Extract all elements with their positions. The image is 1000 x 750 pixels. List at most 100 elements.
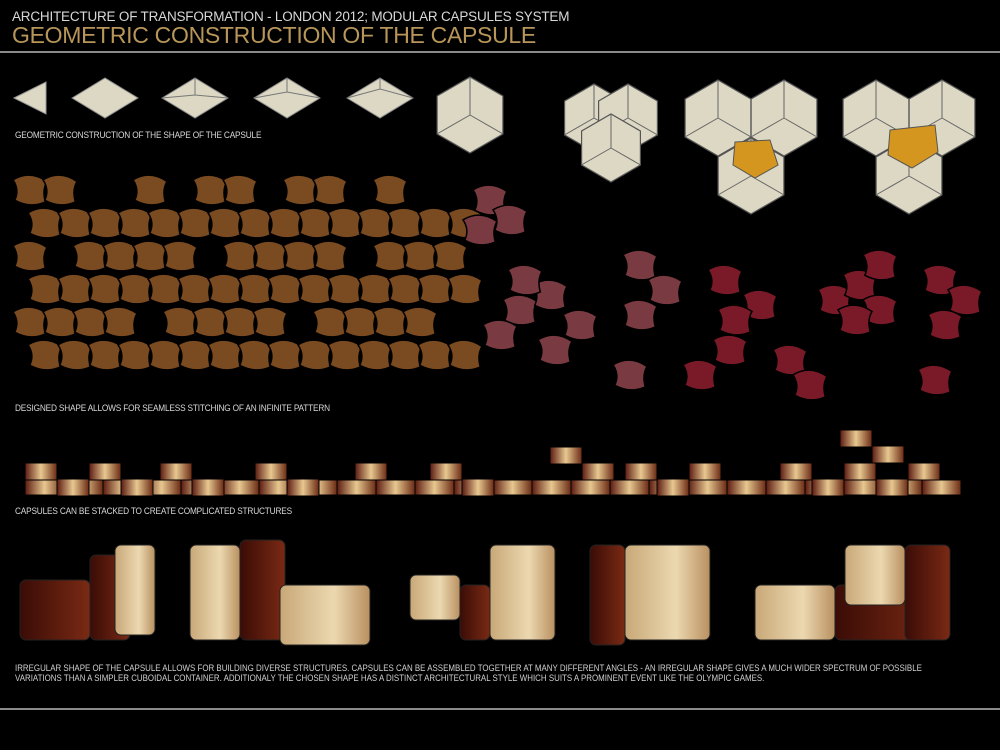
capsule-tile [506,264,544,296]
capsule-tile [11,240,49,272]
stacked-capsule [581,462,615,481]
capsule-tile [101,306,139,338]
structure-volume [754,584,836,641]
structures-renderings [19,539,951,646]
capsule-tile [461,214,499,246]
capsule-tile [326,273,364,305]
footer-divider [0,708,1000,710]
capsule-tile [311,240,349,272]
structure-volume [19,579,91,641]
capsule-tile [26,207,64,239]
stacked-capsule [687,479,728,496]
capsule-tile [536,334,574,366]
capsule-tile [836,304,874,336]
stacking-diagram [24,429,962,497]
stacked-capsule [875,478,909,497]
capsule-tile [416,339,454,371]
hex-edges [436,77,504,135]
structure-volume [459,584,491,641]
capsule-tile [386,273,424,305]
capsule-tile [371,306,409,338]
capsule-tile [146,207,184,239]
stacked-capsule [779,462,813,481]
stacked-capsule [843,462,877,481]
capsule-tile [916,364,954,396]
capsule-tile [356,273,394,305]
capsule-tile [56,339,94,371]
capsule-tile [281,174,319,206]
construction-lines [161,78,229,99]
capsule-tile [206,339,244,371]
capsule-tile [946,284,984,316]
capsule-tile [11,306,49,338]
capsule-tile [71,306,109,338]
capsule-tile [266,273,304,305]
structure-volume [114,544,156,636]
stacked-capsule [656,478,690,497]
capsule-tile [621,249,659,281]
capsule-tile [71,240,109,272]
capsule-tile [531,279,569,311]
stacked-capsule [921,479,962,496]
capsule-tile [611,359,649,391]
highlighted-capsule [732,139,779,179]
structure-volume [904,544,951,641]
capsule-tile [491,204,529,236]
stacked-capsule [765,479,806,496]
capsule-tile [711,334,749,366]
capsule-tile [176,273,214,305]
construction-lines [253,78,321,99]
capsule-tile [281,240,319,272]
capsule-tile [926,309,964,341]
capsule-tile [251,240,289,272]
capsule-tile [41,306,79,338]
capsule-tile [131,240,169,272]
capsule-tile [176,207,214,239]
capsule-tile [386,339,424,371]
capsule-tile [446,273,484,305]
stacked-capsule [414,479,455,496]
capsule-tile [401,240,439,272]
capsule-tile [221,306,259,338]
capsule-tile [116,339,154,371]
stacked-capsule [839,429,873,448]
capsule-tile [791,369,829,400]
stacked-capsule [191,478,225,497]
capsule-tile [266,339,304,371]
board-subtitle: ARCHITECTURE OF TRANSFORMATION - LONDON … [12,9,570,24]
capsule-tile [356,339,394,371]
capsule-tile [416,273,454,305]
stacked-capsule [624,462,658,481]
board-title: GEOMETRIC CONSTRUCTION OF THE CAPSULE [12,22,536,48]
stacked-capsule [461,478,495,497]
stacked-capsule [429,462,463,481]
capsule-tile [236,207,274,239]
capsule-tile [561,309,599,341]
structure-volume [239,539,286,641]
capsule-tile [236,273,274,305]
hex-edges [750,80,818,138]
capsule-tile [11,174,49,206]
capsule-tile [621,299,659,331]
stacked-capsule [88,462,122,481]
structure-volume [279,584,371,646]
capsule-tile [296,339,334,371]
stacked-capsule [549,446,583,465]
capsule-tile [416,207,454,239]
capsule-tile [326,339,364,371]
stacked-capsule [56,478,90,497]
stacked-capsule [354,462,388,481]
capsule-tile [296,207,334,239]
stacking-caption: CAPSULES CAN BE STACKED TO CREATE COMPLI… [15,506,292,516]
stacked-capsule [907,462,941,481]
capsule-tile [326,207,364,239]
stacked-capsule [120,478,154,497]
capsule-tile [26,273,64,305]
rhombus-shape [71,77,139,119]
structure-volume [624,544,711,641]
stacked-capsule [24,462,58,481]
raised-capsule [887,124,939,169]
tiling-pattern-diagram [11,174,984,400]
capsule-tile [146,273,184,305]
capsule-tile [646,274,684,306]
